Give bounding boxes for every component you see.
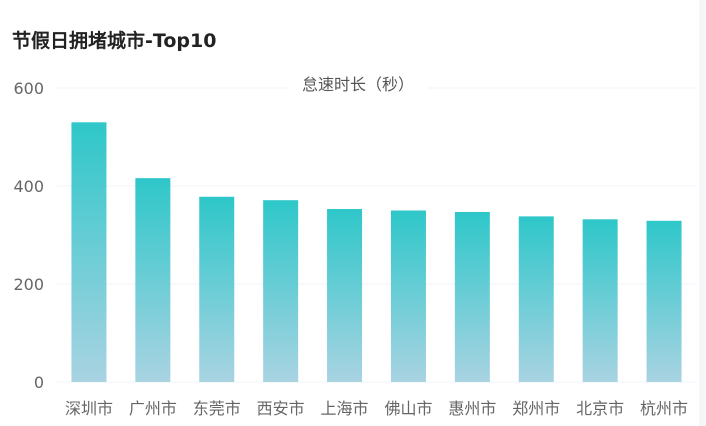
x-tick-label: 北京市 <box>576 399 624 418</box>
y-tick-label: 400 <box>13 177 44 196</box>
bar-6[interactable] <box>454 211 490 382</box>
y-tick-label: 200 <box>13 275 44 294</box>
chart-title: 节假日拥堵城市-Top10 <box>12 30 217 52</box>
bar-8[interactable] <box>582 219 618 382</box>
bar-7[interactable] <box>518 216 554 382</box>
bar-2[interactable] <box>199 196 235 382</box>
x-tick-label: 东莞市 <box>193 399 241 418</box>
scroll-gutter <box>699 0 706 426</box>
legend-background <box>287 73 429 96</box>
x-axis-ticks: 深圳市 广州市 东莞市 西安市 上海市 佛山市 惠州市 郑州市 北京市 杭州市 <box>65 399 688 418</box>
bar-9[interactable] <box>646 220 682 382</box>
bar-5[interactable] <box>390 210 426 383</box>
x-tick-label: 广州市 <box>129 399 177 418</box>
legend-series-label: 怠速时长（秒） <box>302 75 414 94</box>
bar-3[interactable] <box>263 200 299 382</box>
y-tick-label: 0 <box>34 373 44 392</box>
x-tick-label: 惠州市 <box>448 399 496 418</box>
x-tick-label: 西安市 <box>257 399 305 418</box>
y-axis-ticks: 0 200 400 600 <box>13 79 44 392</box>
y-tick-label: 600 <box>13 79 44 98</box>
legend: 怠速时长（秒） <box>287 73 429 96</box>
bar-1[interactable] <box>135 178 171 382</box>
bar-0[interactable] <box>71 122 107 383</box>
x-tick-label: 上海市 <box>321 399 369 418</box>
x-tick-label: 佛山市 <box>384 399 432 418</box>
bars <box>71 122 682 383</box>
x-tick-label: 郑州市 <box>512 399 560 418</box>
bar-4[interactable] <box>327 209 363 382</box>
x-tick-label: 深圳市 <box>65 399 113 418</box>
x-tick-label: 杭州市 <box>640 399 688 418</box>
